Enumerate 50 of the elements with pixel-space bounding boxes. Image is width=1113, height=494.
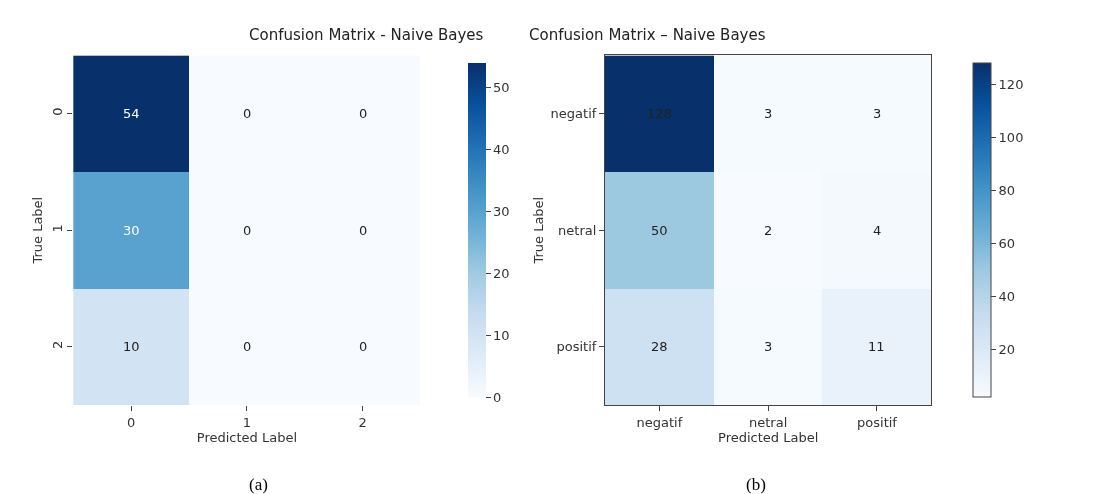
y-tick-label: positif — [556, 339, 597, 355]
data-label: 0 — [359, 339, 368, 354]
data-label: 0 — [243, 106, 252, 121]
color-bar-label: 40 — [998, 289, 1016, 305]
data-label: 0 — [359, 106, 368, 121]
chart-title: Confusion Matrix – Naive Bayes — [529, 26, 766, 44]
color-bar-label: 20 — [998, 342, 1016, 358]
data-label: 4 — [873, 223, 882, 238]
text: (b) — [746, 475, 766, 494]
data-label: 128 — [647, 106, 672, 121]
y-tick-label: negatif — [550, 106, 597, 122]
data-label: 50 — [651, 223, 668, 238]
data-label: 11 — [868, 339, 885, 354]
color-bar-label: 30 — [493, 204, 510, 220]
y-tick-label: 0 — [49, 107, 65, 116]
color-bar-label: 60 — [998, 235, 1016, 251]
x-tick-label: 2 — [358, 414, 367, 430]
x-tick-label: 0 — [126, 414, 136, 430]
chart-title: Confusion Matrix - Naive Bayes — [249, 26, 484, 44]
color-bar-label: 120 — [998, 76, 1024, 92]
x-tick-label: negatif — [636, 414, 683, 430]
y-tick-label: 1 — [49, 224, 65, 233]
text: (a) — [249, 475, 268, 494]
color-bar-label: 100 — [998, 129, 1024, 145]
x-axis-title: Predicted Label — [718, 430, 819, 446]
y-axis-title: True Label — [530, 196, 546, 265]
color-bar-label: 40 — [493, 142, 510, 158]
data-label: 3 — [764, 339, 773, 354]
x-tick-label: 1 — [242, 414, 252, 430]
color-bar-label: 80 — [998, 182, 1016, 198]
y-tick-label: 2 — [49, 340, 65, 349]
color-bar-label: 10 — [493, 327, 510, 343]
data-label: 30 — [123, 223, 140, 238]
data-label: 54 — [123, 106, 140, 121]
data-label: 0 — [243, 223, 252, 238]
color-bar-label: 50 — [493, 80, 510, 96]
data-label: 0 — [243, 339, 252, 354]
color-bar-label: 20 — [493, 266, 510, 282]
y-tick-label: netral — [558, 222, 597, 238]
data-label: 28 — [651, 339, 668, 354]
x-tick-label: netral — [749, 414, 788, 430]
data-label: 3 — [873, 106, 882, 121]
data-label: 0 — [359, 223, 368, 238]
data-label: 2 — [764, 223, 773, 238]
x-axis-title: Predicted Label — [196, 430, 298, 446]
data-label: 3 — [764, 106, 773, 121]
x-tick-label: positif — [857, 414, 898, 430]
color-bar-label: 0 — [493, 389, 502, 405]
y-axis-title: True Label — [29, 196, 45, 265]
data-label: 10 — [123, 339, 140, 354]
